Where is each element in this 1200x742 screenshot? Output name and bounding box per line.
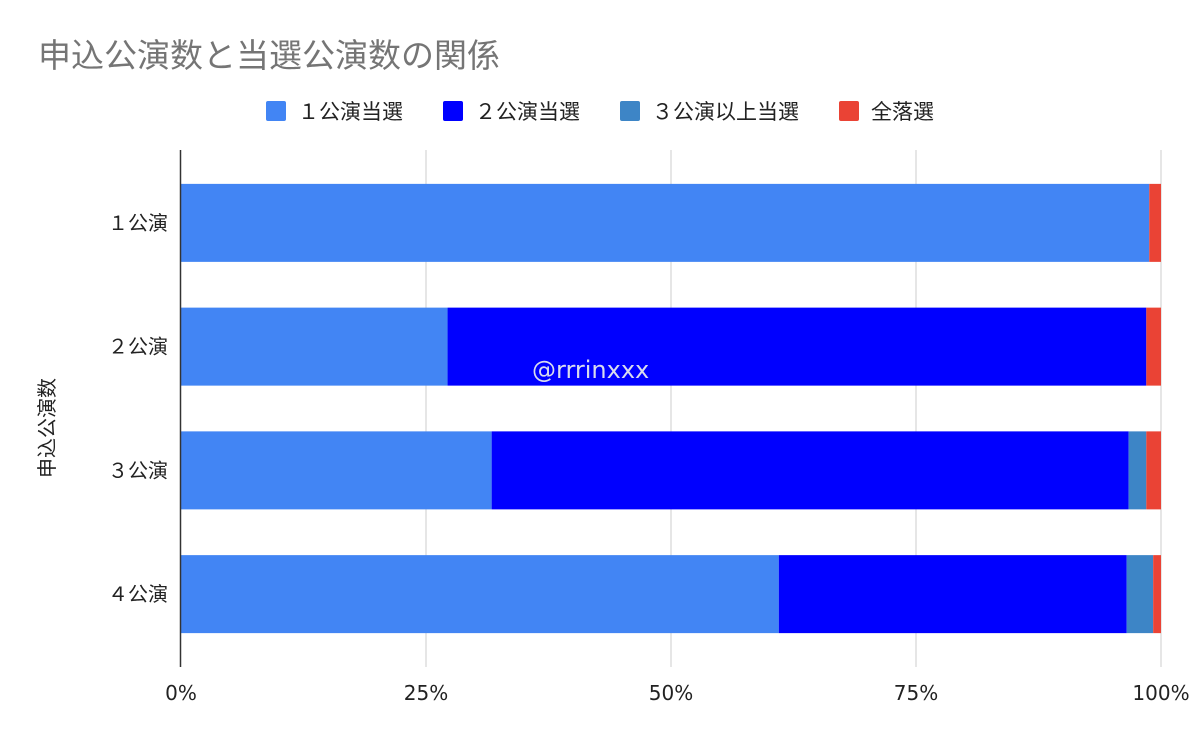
legend-item: ２公演当選 <box>443 100 580 124</box>
bar-segment <box>1146 431 1161 510</box>
legend-item: 全落選 <box>839 100 934 124</box>
legend-swatch <box>266 101 286 121</box>
y-axis-label: 申込公演数 <box>35 378 59 478</box>
legend-label: 全落選 <box>871 100 934 124</box>
watermark: @rrrinxxx <box>532 356 649 384</box>
legend-label: ３公演以上当選 <box>652 100 799 124</box>
bar-segment <box>1149 183 1161 262</box>
bar-segment <box>181 183 1150 262</box>
legend-swatch <box>443 101 463 121</box>
x-tick-label: 75% <box>894 681 938 705</box>
bar-segment <box>1128 431 1147 510</box>
y-tick-label: ４公演 <box>108 582 168 606</box>
legend-label: ２公演当選 <box>475 100 580 124</box>
x-tick-label: 100% <box>1132 681 1189 705</box>
legend-item: ３公演以上当選 <box>620 100 799 124</box>
y-tick-labels: １公演 ２公演 ３公演 ４公演 <box>108 211 168 606</box>
bar-segment <box>181 431 492 510</box>
bar-segment <box>447 307 1147 386</box>
legend-swatch <box>839 101 859 121</box>
x-tick-label: 25% <box>404 681 448 705</box>
y-tick-label: ３公演 <box>108 458 168 482</box>
y-tick-label: １公演 <box>108 211 168 235</box>
bar-segment <box>1146 307 1161 386</box>
bar-segment <box>491 431 1129 510</box>
x-tick-labels: 0% 25% 50% 75% 100% <box>165 681 1189 705</box>
bar-segment <box>1153 555 1161 634</box>
bar-segment <box>181 307 448 386</box>
legend-swatch <box>620 101 640 121</box>
x-tick-label: 50% <box>649 681 693 705</box>
legend-label: １公演当選 <box>298 100 403 124</box>
bar-segment <box>181 555 779 634</box>
bar-segment <box>1126 555 1154 634</box>
chart-title: 申込公演数と当選公演数の関係 <box>38 36 500 75</box>
legend: １公演当選 ２公演当選 ３公演以上当選 全落選 <box>266 100 934 124</box>
x-tick-label: 0% <box>165 681 197 705</box>
bars <box>181 183 1161 634</box>
y-tick-label: ２公演 <box>108 335 168 359</box>
bar-segment <box>778 555 1127 634</box>
legend-item: １公演当選 <box>266 100 403 124</box>
